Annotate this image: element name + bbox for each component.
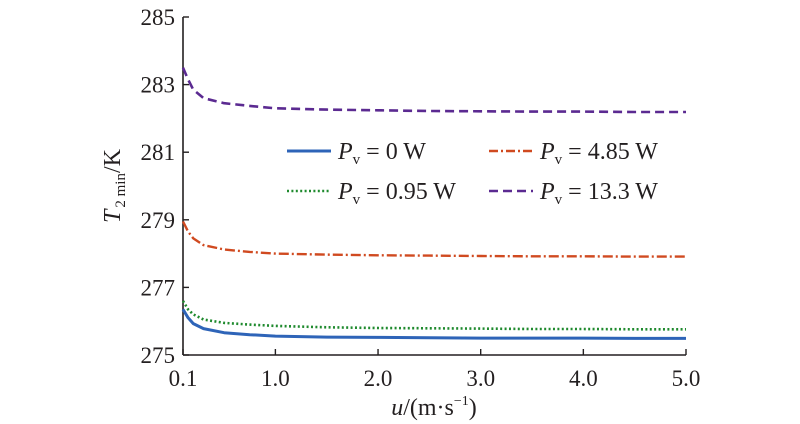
y-tick-label: 279 bbox=[141, 208, 176, 233]
y-axis-title: T2 min/K bbox=[100, 148, 129, 223]
x-tick-label: 2.0 bbox=[364, 366, 393, 391]
x-tick-label: 4.0 bbox=[569, 366, 598, 391]
y-tick-label: 285 bbox=[141, 5, 176, 30]
x-tick-label: 5.0 bbox=[672, 366, 701, 391]
x-tick-label: 1.0 bbox=[261, 366, 290, 391]
legend-item-pv-0: Pv = 0 W bbox=[287, 139, 426, 168]
axes bbox=[182, 17, 686, 356]
x-ticks: 0.1 1.0 2.0 3.0 4.0 5.0 bbox=[169, 349, 701, 391]
legend: Pv = 0 W Pv = 4.85 W Pv = 0.95 W Pv = 13… bbox=[287, 139, 658, 208]
series-line-1 bbox=[181, 300, 686, 331]
legend-label-pv-0-95: Pv = 0.95 W bbox=[337, 179, 456, 208]
y-tick-label: 277 bbox=[141, 275, 176, 300]
legend-label-pv-4-85: Pv = 4.85 W bbox=[539, 139, 658, 168]
legend-label-pv-13-3: Pv = 13.3 W bbox=[539, 179, 658, 208]
y-tick-label: 275 bbox=[141, 343, 176, 368]
x-axis-title: u/(m·s−1) bbox=[391, 394, 477, 421]
x-tick-label: 3.0 bbox=[466, 366, 495, 391]
legend-item-pv-4-85: Pv = 4.85 W bbox=[489, 139, 658, 168]
series-line-3 bbox=[181, 67, 686, 114]
y-tick-label: 283 bbox=[141, 73, 176, 98]
legend-item-pv-0-95: Pv = 0.95 W bbox=[287, 179, 456, 208]
y-ticks: 275 277 279 281 283 285 bbox=[141, 5, 189, 368]
x-tick-label: 0.1 bbox=[169, 366, 198, 391]
series-line-2 bbox=[181, 220, 686, 258]
series-lines bbox=[181, 67, 686, 340]
y-tick-label: 281 bbox=[141, 140, 176, 165]
legend-item-pv-13-3: Pv = 13.3 W bbox=[489, 179, 658, 208]
legend-label-pv-0: Pv = 0 W bbox=[337, 139, 426, 168]
series-line-0 bbox=[181, 308, 686, 340]
